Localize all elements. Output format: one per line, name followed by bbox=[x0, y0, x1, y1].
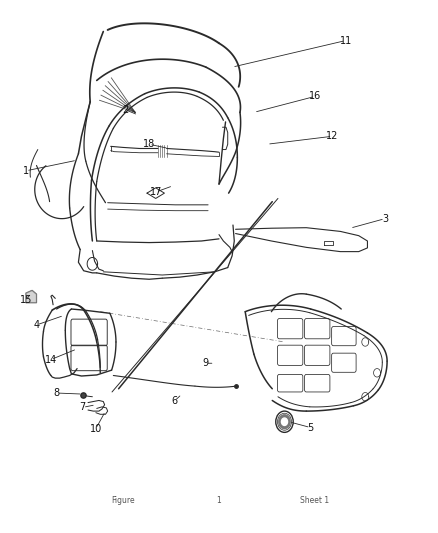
Text: 4: 4 bbox=[33, 320, 39, 330]
Text: 15: 15 bbox=[20, 295, 32, 305]
Text: 6: 6 bbox=[171, 396, 177, 406]
Text: Sheet 1: Sheet 1 bbox=[300, 496, 330, 505]
Text: 1: 1 bbox=[217, 496, 221, 505]
Text: 1: 1 bbox=[23, 166, 29, 176]
Text: 17: 17 bbox=[149, 187, 162, 197]
Text: 16: 16 bbox=[309, 91, 321, 101]
Text: 10: 10 bbox=[90, 424, 102, 434]
Text: 14: 14 bbox=[45, 354, 57, 365]
Polygon shape bbox=[26, 290, 36, 303]
Text: 3: 3 bbox=[382, 214, 388, 224]
Text: 11: 11 bbox=[339, 36, 352, 45]
Text: 18: 18 bbox=[143, 139, 155, 149]
Text: 5: 5 bbox=[307, 423, 314, 433]
Circle shape bbox=[282, 418, 288, 425]
Text: 7: 7 bbox=[80, 402, 86, 413]
Text: Figure: Figure bbox=[111, 496, 135, 505]
Text: 8: 8 bbox=[53, 388, 60, 398]
Text: 2: 2 bbox=[122, 104, 128, 115]
Text: 9: 9 bbox=[202, 358, 208, 368]
Text: 12: 12 bbox=[326, 131, 339, 141]
Circle shape bbox=[279, 415, 290, 429]
